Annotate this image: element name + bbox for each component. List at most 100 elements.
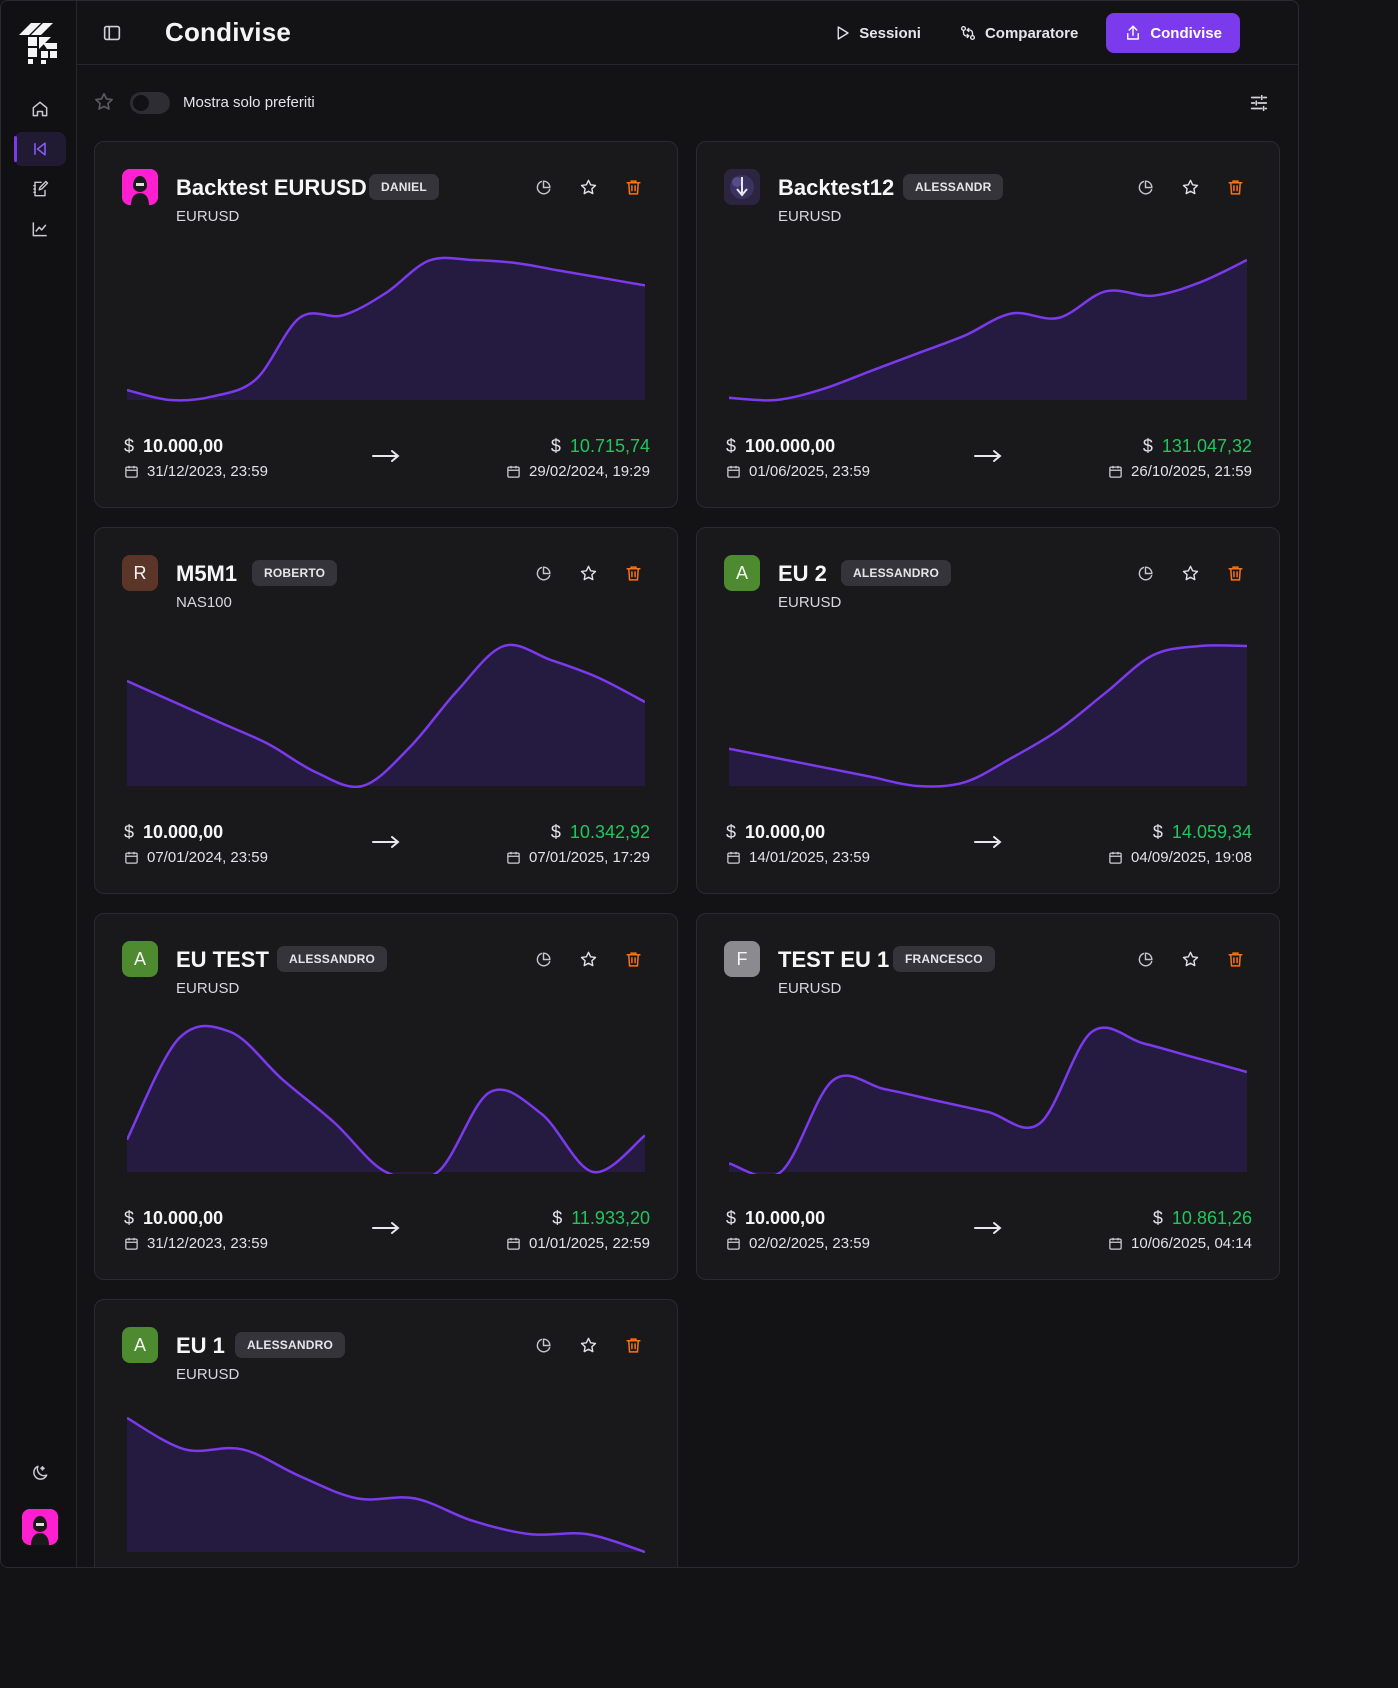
app-logo-icon[interactable] [17, 19, 63, 65]
sidebar-toggle-icon[interactable] [101, 22, 123, 44]
arrow-right-icon [372, 450, 400, 462]
end-balance-value: 14.059,34 [1171, 821, 1252, 842]
equity-area [127, 257, 645, 401]
arrow-right-icon [974, 450, 1002, 462]
owner-avatar-image [724, 169, 760, 205]
favorite-star-icon[interactable] [1181, 178, 1200, 197]
favorites-only-toggle[interactable] [130, 92, 170, 114]
top-nav: Sessioni Comparatore Condivise [823, 13, 1240, 53]
card-symbol: EURUSD [778, 980, 842, 997]
pie-chart-icon[interactable] [1136, 950, 1155, 969]
start-date-value: 31/12/2023, 23:59 [147, 462, 268, 480]
end-date: 10/06/2025, 04:14 [1108, 1232, 1252, 1254]
sidebar-item-journal[interactable] [14, 172, 66, 206]
pie-chart-icon[interactable] [1136, 564, 1155, 583]
favorite-star-icon[interactable] [579, 950, 598, 969]
card-actions [534, 178, 643, 197]
pie-chart-icon[interactable] [534, 950, 553, 969]
backtest-card[interactable]: A EU 1 ALESSANDRO EURUSD $ $ [94, 1299, 678, 1567]
equity-line [729, 258, 1247, 402]
end-balance: $10.715,74 [506, 434, 650, 458]
favorite-star-icon[interactable] [1181, 564, 1200, 583]
favorite-star-icon[interactable] [1181, 950, 1200, 969]
backtest-card[interactable]: F TEST EU 1 FRANCESCO EURUSD $10.000,00 … [696, 913, 1280, 1280]
favorite-star-icon[interactable] [579, 564, 598, 583]
trash-icon[interactable] [624, 178, 643, 197]
backtest-card[interactable]: A EU TEST ALESSANDRO EURUSD $10.000,00 3… [94, 913, 678, 1280]
nav-comparator-button[interactable]: Comparatore [949, 13, 1088, 53]
trash-icon[interactable] [624, 950, 643, 969]
pie-chart-icon[interactable] [534, 178, 553, 197]
end-date-value: 26/10/2025, 21:59 [1131, 462, 1252, 480]
trash-icon[interactable] [1226, 564, 1245, 583]
equity-chart-svg [127, 1416, 645, 1554]
end-balance-value: 131.047,32 [1161, 435, 1252, 456]
equity-chart [127, 628, 645, 788]
owner-avatar: A [724, 555, 760, 591]
favorite-star-icon[interactable] [579, 178, 598, 197]
backtest-card[interactable]: A EU 2 ALESSANDRO EURUSD $10.000,00 14/0… [696, 527, 1280, 894]
end-block: $131.047,32 26/10/2025, 21:59 [1108, 434, 1252, 482]
start-balance-value: 10.000,00 [143, 821, 224, 842]
start-balance: $10.000,00 [124, 820, 268, 844]
nav-shared-button[interactable]: Condivise [1106, 13, 1240, 53]
filter-bar: Mostra solo preferiti [93, 87, 1270, 119]
pie-chart-icon[interactable] [534, 1336, 553, 1355]
start-date-value: 02/02/2025, 23:59 [749, 1234, 870, 1252]
arrow-right-icon [372, 1222, 400, 1234]
start-date: 31/12/2023, 23:59 [124, 1232, 268, 1254]
equity-area [127, 1418, 645, 1552]
top-bar: Condivise Sessioni Comparatore Condivise [77, 1, 1298, 65]
trash-icon[interactable] [1226, 178, 1245, 197]
end-balance: $131.047,32 [1108, 434, 1252, 458]
equity-line [729, 1026, 1247, 1174]
pie-chart-icon[interactable] [1136, 178, 1155, 197]
user-avatar[interactable] [22, 1509, 58, 1545]
end-balance: $10.861,26 [1108, 1206, 1252, 1230]
equity-area [729, 1027, 1247, 1174]
owner-avatar-image [122, 169, 158, 205]
arrow-right-icon [372, 836, 400, 848]
backtest-card[interactable]: R M5M1 ROBERTO NAS100 $10.000,00 07/01/2… [94, 527, 678, 894]
end-date-value: 04/09/2025, 19:08 [1131, 848, 1252, 866]
start-block: $10.000,00 14/01/2025, 23:59 [726, 820, 870, 868]
sidebar-item-home[interactable] [14, 92, 66, 126]
card-title: Backtest12 [778, 175, 895, 200]
equity-chart [729, 242, 1247, 402]
trash-icon[interactable] [1226, 950, 1245, 969]
dollar-icon: $ [550, 821, 561, 842]
calendar-icon [125, 851, 138, 864]
backtest-card[interactable]: Backtest12 ALESSANDR EURUSD $100.000,00 … [696, 141, 1280, 508]
backtest-card[interactable]: Backtest EURUSD DANIEL EURUSD $10.000,00… [94, 141, 678, 508]
sidebar-item-backtest[interactable] [14, 132, 66, 166]
trash-icon[interactable] [624, 1336, 643, 1355]
end-date: 26/10/2025, 21:59 [1108, 460, 1252, 482]
dollar-icon: $ [124, 821, 135, 842]
equity-chart [127, 1400, 645, 1560]
arrow-right-icon [974, 836, 1002, 848]
equity-chart-svg [127, 256, 645, 402]
equity-line [127, 643, 645, 788]
card-title: EU 2 [778, 561, 827, 586]
start-block: $100.000,00 01/06/2025, 23:59 [726, 434, 870, 482]
owner-badge: DANIEL [369, 174, 439, 200]
start-date: 01/06/2025, 23:59 [726, 460, 870, 482]
start-balance-value: 100.000,00 [745, 435, 836, 456]
start-date-value: 31/12/2023, 23:59 [147, 1234, 268, 1252]
equity-chart-svg [729, 258, 1247, 402]
card-actions [1136, 178, 1245, 197]
equity-line [127, 1024, 645, 1174]
start-date: 14/01/2025, 23:59 [726, 846, 870, 868]
favorite-star-icon[interactable] [579, 1336, 598, 1355]
owner-avatar: A [122, 941, 158, 977]
arrow-right-icon [974, 1222, 1002, 1234]
trash-icon[interactable] [624, 564, 643, 583]
sidebar-item-analytics[interactable] [14, 212, 66, 246]
dollar-icon: $ [550, 435, 561, 456]
pie-chart-icon[interactable] [534, 564, 553, 583]
equity-area [729, 260, 1247, 401]
sliders-settings-icon[interactable] [1248, 92, 1270, 114]
owner-avatar [122, 169, 158, 205]
theme-toggle-button[interactable] [14, 1456, 66, 1490]
nav-sessions-button[interactable]: Sessioni [823, 13, 931, 53]
